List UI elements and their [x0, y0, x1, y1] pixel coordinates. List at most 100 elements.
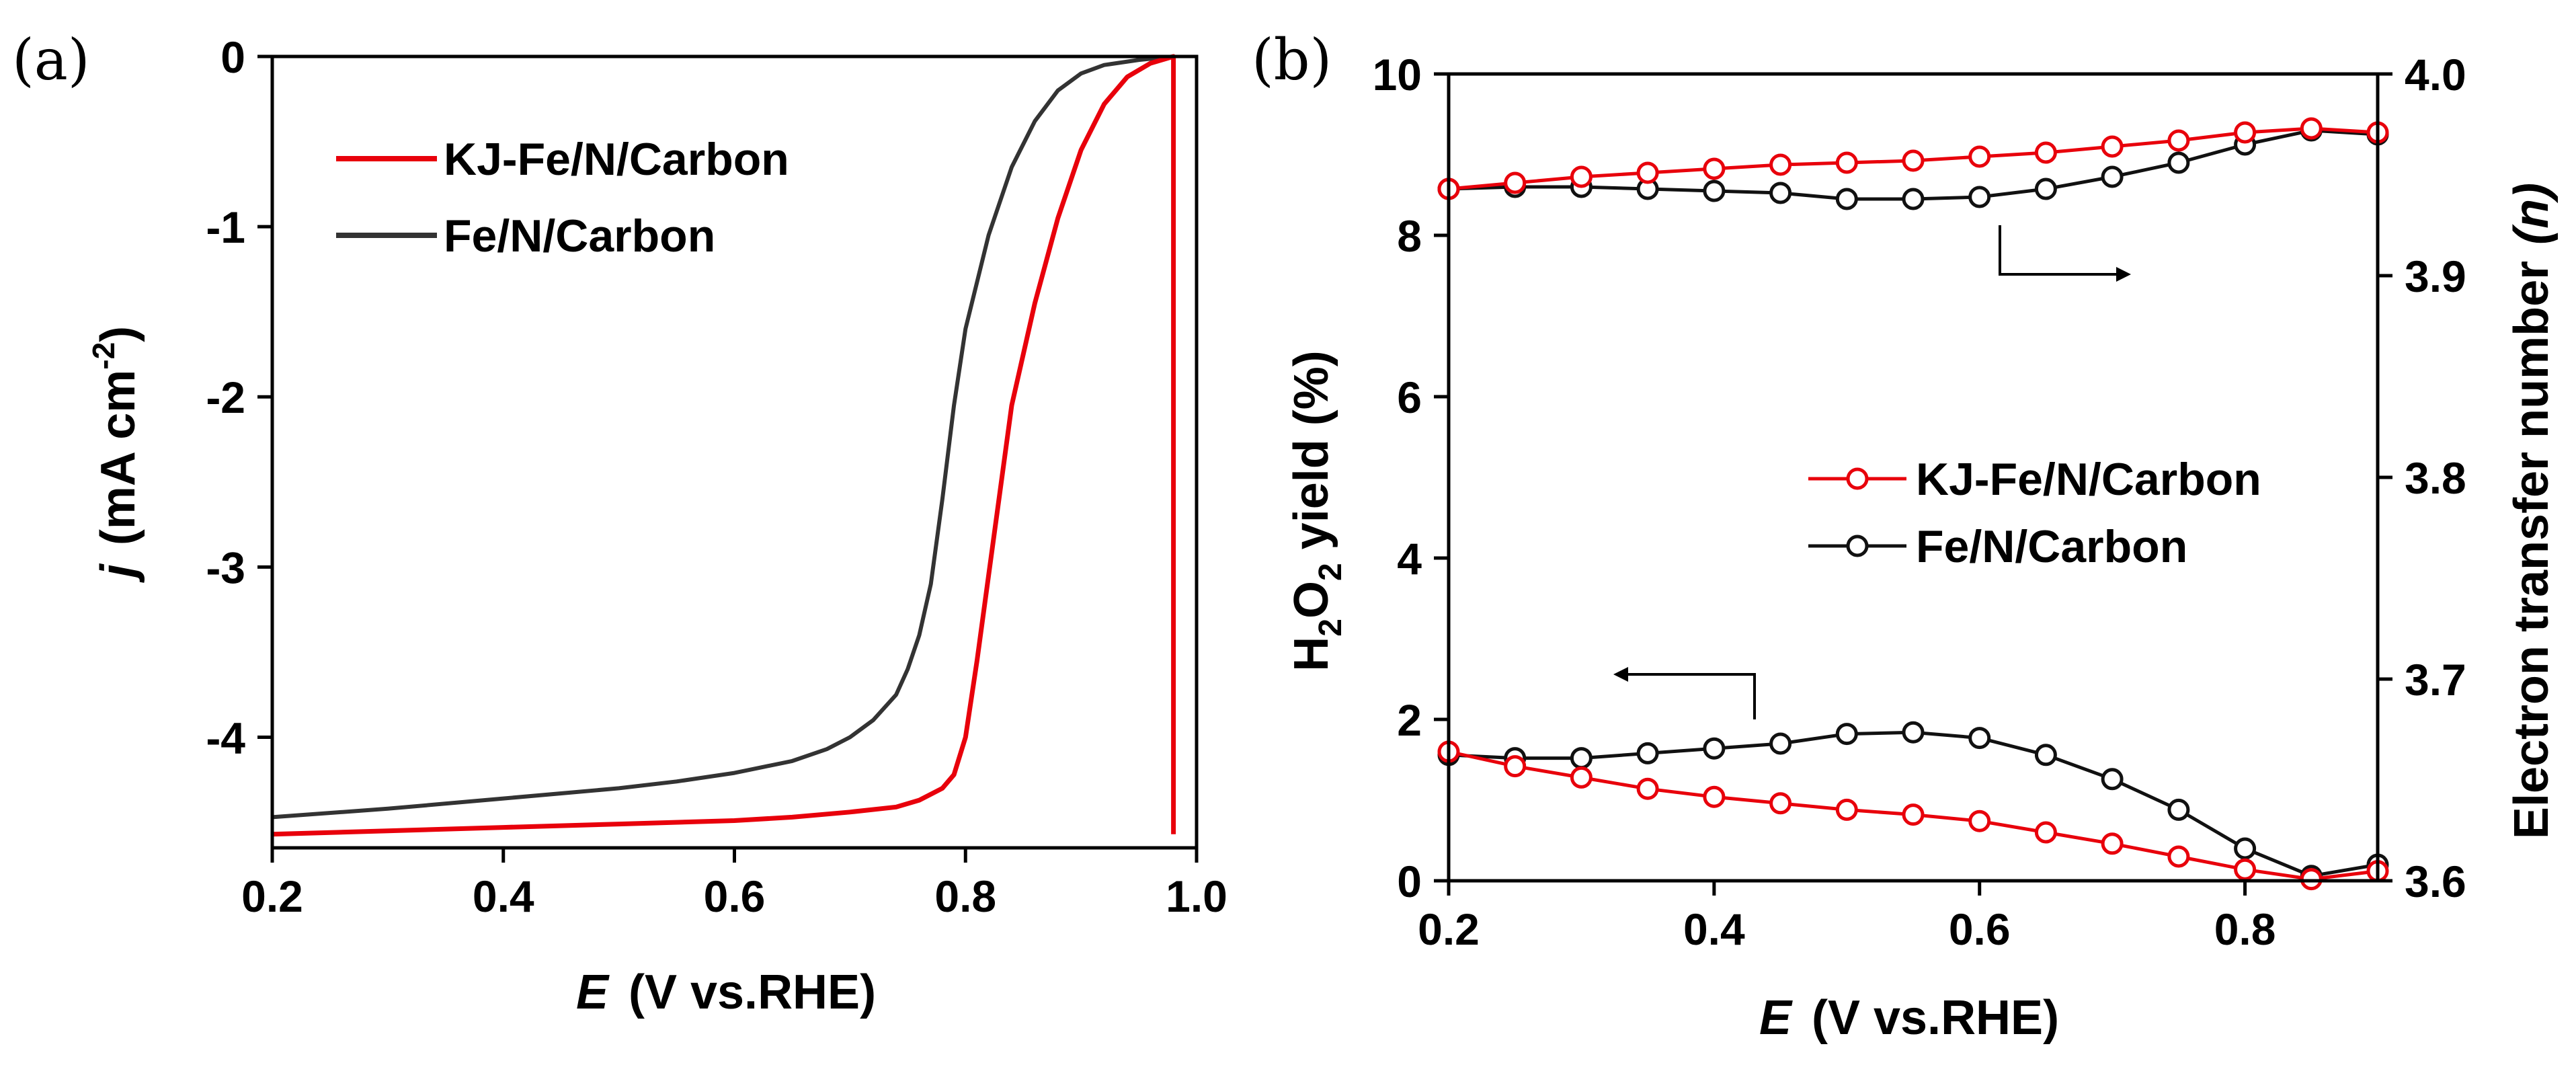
panel-b-right-y-tick-label: 3.8	[2405, 453, 2466, 503]
panel-b-series-kj-right-point	[2300, 117, 2323, 140]
panel-a-legend-label-kj: KJ-Fe/N/Carbon	[444, 134, 789, 185]
panel-b-legend-marker-kj	[1846, 467, 1869, 490]
panel-a-x-axis-title: E (V vs.RHE)	[576, 965, 876, 1019]
panel-b-right-y-tick-label: 4.0	[2405, 50, 2466, 100]
panel-a-y-tick-label: 0	[220, 32, 245, 82]
panel-b-series-kj-right-point	[2034, 141, 2057, 164]
panel-b-right-y-ticks: 3.6 3.7 3.8 3.9 4.0	[2378, 50, 2466, 906]
panel-a-y-axis-title-close: )	[91, 326, 145, 342]
panel-b-series-fe-right-point	[2101, 165, 2124, 188]
panel-b-x-axis-title-symbol: E	[1759, 991, 1793, 1045]
panel-b-left-y-title-o: O	[1285, 581, 1338, 619]
panel-b-left-y-title-sub1: 2	[1313, 619, 1349, 637]
panel-a-y-tick-label: -4	[206, 713, 245, 762]
panel-b-series-kj-left-point	[2034, 821, 2057, 844]
panel-b-plot-area	[1437, 117, 2389, 891]
panel-b-series-fe-right-point	[2034, 178, 2057, 200]
panel-a-plot-area	[272, 54, 1176, 837]
panel-a-x-tick-label: 0.4	[473, 871, 534, 921]
panel-b-series-fe-right-point	[1902, 188, 1925, 210]
panel-a-legend-label-fe: Fe/N/Carbon	[444, 210, 715, 262]
panel-b-series-kj-left-point	[1703, 785, 1726, 808]
panel-b-series-fe-right-point	[1703, 180, 1726, 202]
panel-b-series-fe-left-point	[1902, 721, 1925, 744]
panel-b-series-kj-left-point	[1769, 792, 1792, 815]
panel-b-series-fe-left-point	[2167, 798, 2190, 821]
panel-b-series-kj-right-point	[1570, 165, 1593, 188]
panel-b-legend-marker-fe	[1846, 535, 1869, 557]
panel-a-x-tick-label: 0.8	[934, 871, 996, 921]
panel-a-series-kj-line	[272, 54, 1176, 837]
panel-b-left-y-tick-label: 8	[1397, 211, 1422, 261]
panel-b-left-y-ticks: 0 2 4 6 8 10	[1373, 50, 1449, 906]
panel-b-series-kj-right-point	[2101, 135, 2124, 158]
panel-b-series-kj-right-point	[1504, 171, 1527, 194]
panel-b-left-y-tick-label: 4	[1397, 534, 1422, 584]
panel-a-y-tick-label: -3	[206, 543, 245, 592]
panel-b-legend-label-kj: KJ-Fe/N/Carbon	[1916, 454, 2261, 505]
panel-b-series-kj-right-point	[1769, 153, 1792, 176]
panel-a-y-tick-label: -1	[206, 202, 245, 252]
panel-b-series-fe-left-point	[1835, 723, 1858, 746]
panel-b-right-y-tick-label: 3.7	[2405, 655, 2466, 705]
panel-b-left-y-title-rest: yield (%)	[1285, 350, 1338, 549]
panel-b-right-y-tick-label: 3.6	[2405, 857, 2466, 906]
panel-b-x-axis-title: E (V vs.RHE)	[1759, 991, 2059, 1045]
panel-b-x-tick-label: 0.6	[1949, 904, 2011, 954]
panel-b-series-fe-left-point	[1703, 737, 1726, 760]
panel-b-series-fe-left-point	[2234, 837, 2257, 860]
panel-b-series-fe-right-point	[1835, 188, 1858, 210]
panel-b-legend: KJ-Fe/N/Carbon Fe/N/Carbon	[1808, 454, 2261, 572]
panel-b-x-tick-label: 0.8	[2214, 904, 2276, 954]
panel-a-x-ticks: 0.2 0.4 0.6 0.8 1.0	[241, 848, 1227, 921]
panel-a-label: (a)	[12, 27, 90, 93]
panel-a-x-tick-label: 0.6	[704, 871, 766, 921]
panel-b-series-fe-left-point	[1636, 742, 1659, 764]
panel-b-x-ticks: 0.2 0.4 0.6 0.8	[1418, 881, 2276, 954]
panel-b-x-tick-label: 0.2	[1418, 904, 1480, 954]
panel-a-y-ticks: 0 -1 -2 -3 -4	[206, 32, 272, 762]
panel-b-series-fe-left-point	[1769, 732, 1792, 755]
panel-a-x-axis-title-symbol: E	[576, 965, 610, 1019]
panel-b-series-kj-left-point	[1636, 777, 1659, 800]
panel-b-left-y-axis-title: H2O2yield (%)	[1285, 350, 1349, 671]
panel-b-left-y-title-sub2: 2	[1313, 563, 1349, 581]
panel-b-right-y-title-text: Electron transfer number	[2505, 261, 2559, 839]
panel-b-series-fe-right-point	[1769, 182, 1792, 204]
panel-b-series-kj-right-point	[1968, 145, 1991, 168]
panel-b-series-fe-right-point	[2167, 151, 2190, 174]
panel-b-arrow-left-axis	[1613, 667, 1756, 719]
panel-a-x-tick-label: 1.0	[1166, 871, 1227, 921]
panel-b-series-fe-left-point	[1968, 727, 1991, 750]
panel-b-series-fe-right-point	[1968, 186, 1991, 208]
panel-b-series-kj-right-point	[1902, 149, 1925, 172]
panel-b-series-kj-left-point	[1504, 755, 1527, 778]
panel-b-x-axis-title-unit: (V vs.RHE)	[1812, 991, 2059, 1045]
panel-b-series-kj-right-point	[1636, 161, 1659, 184]
panel-b-left-y-tick-label: 0	[1397, 857, 1422, 906]
panel-b-series-kj-left-point	[2167, 845, 2190, 868]
panel-b-series-kj-right-point	[2167, 129, 2190, 152]
panel-b-series-kj-left-point	[2101, 832, 2124, 855]
panel-a-y-axis-title-superscript: -2	[86, 342, 121, 370]
panel-a-y-axis-title-symbol: j	[91, 563, 145, 583]
panel-a-series-fe-line	[272, 54, 1174, 820]
panel-a-y-axis-title-unit: (mA cm	[91, 370, 145, 545]
panel-b-series-kj-right-point	[1703, 157, 1726, 180]
panel-b-series-kj-right-point	[1835, 151, 1858, 174]
panel-b-left-y-tick-label: 2	[1397, 695, 1422, 745]
panel-a-x-tick-label: 0.2	[241, 871, 303, 921]
panel-a-legend: KJ-Fe/N/Carbon Fe/N/Carbon	[336, 134, 789, 262]
panel-a-x-axis-title-unit: (V vs.RHE)	[629, 965, 876, 1019]
panel-b-series-kj-left-point	[1968, 810, 1991, 832]
panel-b-series-kj-right-point	[2234, 121, 2257, 144]
panel-b-legend-label-fe: Fe/N/Carbon	[1916, 521, 2187, 572]
panel-b: (b) 0.2 0.4 0.6 0.8 0 2 4 6 8 10 3.6 3.7 3.8 3.9 4.0…	[1252, 27, 2559, 1045]
panel-a-y-axis-title: j (mA cm-2)	[86, 326, 145, 583]
panel-b-right-y-tick-label: 3.9	[2405, 251, 2466, 301]
panel-b-left-y-title-h: H	[1285, 637, 1338, 672]
panel-b-series-fe-left-point	[1570, 747, 1593, 770]
panel-b-right-y-title-symbol: (n)	[2505, 183, 2559, 245]
panel-b-left-y-tick-label: 6	[1397, 372, 1422, 422]
panel-a-y-tick-label: -2	[206, 372, 245, 422]
